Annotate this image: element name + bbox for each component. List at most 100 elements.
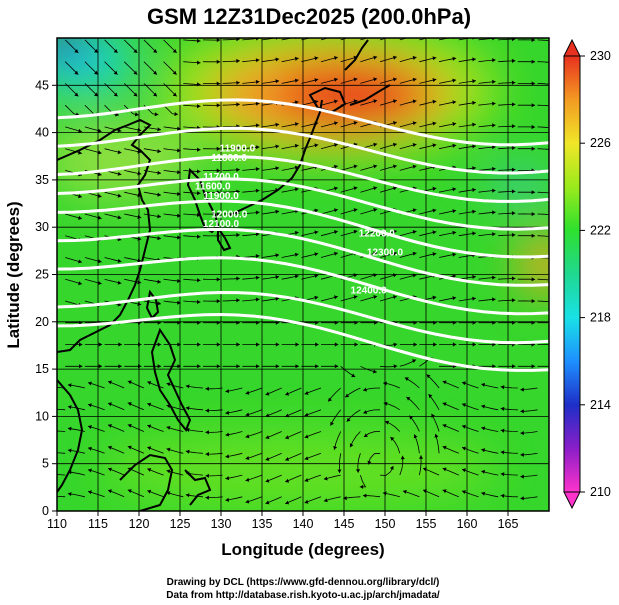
streamline-arrowhead	[216, 38, 221, 43]
streamline-arrowhead	[462, 424, 466, 429]
streamline-arrowhead	[462, 446, 466, 451]
streamline-arrowhead	[492, 320, 496, 325]
streamline-arrowhead	[334, 121, 338, 126]
streamline-arrowhead	[452, 122, 457, 127]
streamline-arrowhead	[330, 421, 334, 426]
streamline-arrowhead	[462, 381, 466, 386]
streamline-arrowhead	[197, 364, 201, 369]
streamline-arrowhead	[314, 56, 319, 61]
x-tick-label: 130	[211, 517, 232, 531]
streamline-arrowhead	[353, 273, 358, 278]
streamline-arrowhead	[185, 384, 190, 389]
streamline-arrowhead	[373, 77, 378, 82]
height-contour-line	[57, 98, 549, 147]
streamline-arrowhead	[373, 295, 378, 299]
streamline-arrowhead	[225, 476, 230, 481]
streamline-arrowhead	[174, 112, 178, 117]
credit-data: Data from http://database.rish.kyoto-u.a…	[166, 590, 440, 601]
streamline-arrowhead	[78, 281, 82, 286]
streamline-arrowhead	[389, 466, 394, 470]
streamline-arrowhead	[157, 301, 161, 306]
streamline-arrowhead	[511, 102, 516, 107]
streamline-arrowhead	[433, 320, 437, 325]
plot-area: 11900.011800.011700.011600.011900.012000…	[48, 38, 554, 511]
streamline-arrowhead	[294, 122, 299, 127]
streamline-arrowhead	[500, 385, 505, 390]
streamline-arrowhead	[373, 369, 377, 374]
streamline-arrowhead	[108, 380, 112, 385]
streamline-arrowhead	[48, 429, 52, 433]
y-tick-label: 10	[35, 409, 49, 423]
streamline-arrowhead	[256, 342, 260, 347]
streamline-arrowhead	[236, 364, 240, 369]
streamline-arrowhead	[520, 474, 524, 479]
streamline-arrowhead	[403, 489, 407, 494]
streamline-arrowhead	[412, 251, 417, 256]
streamline-arrowhead	[412, 121, 417, 126]
streamline-arrowhead	[551, 321, 554, 325]
streamline-arrowhead	[354, 342, 358, 347]
streamline-arrowhead	[216, 146, 221, 151]
streamline-arrowhead	[225, 497, 230, 502]
colorbar-ticks: 230 226 222 218 214 210	[580, 49, 611, 499]
streamline-arrowhead	[511, 276, 516, 281]
streamline-arrowhead	[137, 149, 142, 154]
streamline-arrowhead	[275, 320, 280, 325]
streamline-arrowhead	[511, 298, 516, 303]
streamline-arrowhead	[137, 127, 142, 132]
streamline-arrowhead	[236, 189, 240, 194]
streamline-arrowhead	[255, 232, 260, 237]
streamline-arrowhead	[225, 410, 230, 415]
streamline-arrowhead	[88, 468, 92, 473]
streamline	[537, 148, 549, 150]
height-contour-line	[57, 177, 549, 231]
streamline-arrowhead	[431, 413, 435, 418]
streamline-arrowhead	[197, 299, 201, 304]
streamline	[537, 126, 549, 129]
streamline-arrowhead	[492, 79, 496, 84]
streamline-arrowhead	[412, 143, 417, 147]
china-coastline	[57, 118, 152, 353]
streamline-arrowhead	[472, 209, 476, 214]
streamline-arrowhead	[157, 127, 161, 132]
streamline-arrowhead	[400, 455, 405, 460]
streamline-arrowhead	[236, 342, 240, 347]
streamline-arrowhead	[531, 212, 536, 217]
streamline-arrowhead	[48, 494, 52, 498]
streamline-arrowhead	[492, 123, 496, 128]
streamline-arrowhead	[511, 232, 516, 237]
streamline-arrowhead	[390, 437, 395, 441]
streamline-arrowhead	[147, 381, 152, 385]
streamline-arrowhead	[216, 190, 221, 195]
streamline-arrowhead	[412, 273, 417, 278]
streamline-arrowhead	[452, 342, 457, 347]
streamline-arrowhead	[98, 364, 103, 369]
streamline-arrowhead	[177, 126, 181, 131]
streamline-arrowhead	[315, 320, 319, 325]
streamline-arrowhead	[481, 491, 486, 496]
streamline-arrowhead	[343, 496, 347, 501]
streamline-arrowhead	[197, 82, 201, 87]
streamline-arrowhead	[275, 209, 280, 214]
streamline-arrowhead	[520, 496, 524, 501]
streamline-arrowhead	[74, 92, 79, 97]
streamline-arrowhead	[172, 92, 177, 97]
streamline-arrowhead	[383, 381, 387, 386]
streamline-arrowhead	[452, 296, 457, 301]
streamline-arrowhead	[472, 79, 476, 84]
streamline-arrowhead	[236, 80, 240, 85]
height-contour-line	[57, 312, 549, 372]
streamline-arrowhead	[481, 382, 486, 387]
streamline-arrowhead	[481, 404, 486, 409]
streamline-arrowhead	[113, 92, 118, 97]
streamline-arrowhead	[531, 146, 536, 151]
colorbar-tick-label: 218	[590, 311, 611, 325]
streamline-arrowhead	[452, 187, 457, 192]
streamline-arrowhead	[147, 468, 152, 472]
streamline-arrowhead	[147, 446, 152, 451]
colorbar-tick-label: 222	[590, 223, 611, 237]
streamline	[399, 38, 409, 41]
contour-label: 11800.0	[211, 153, 247, 164]
streamline-arrowhead	[117, 258, 122, 263]
